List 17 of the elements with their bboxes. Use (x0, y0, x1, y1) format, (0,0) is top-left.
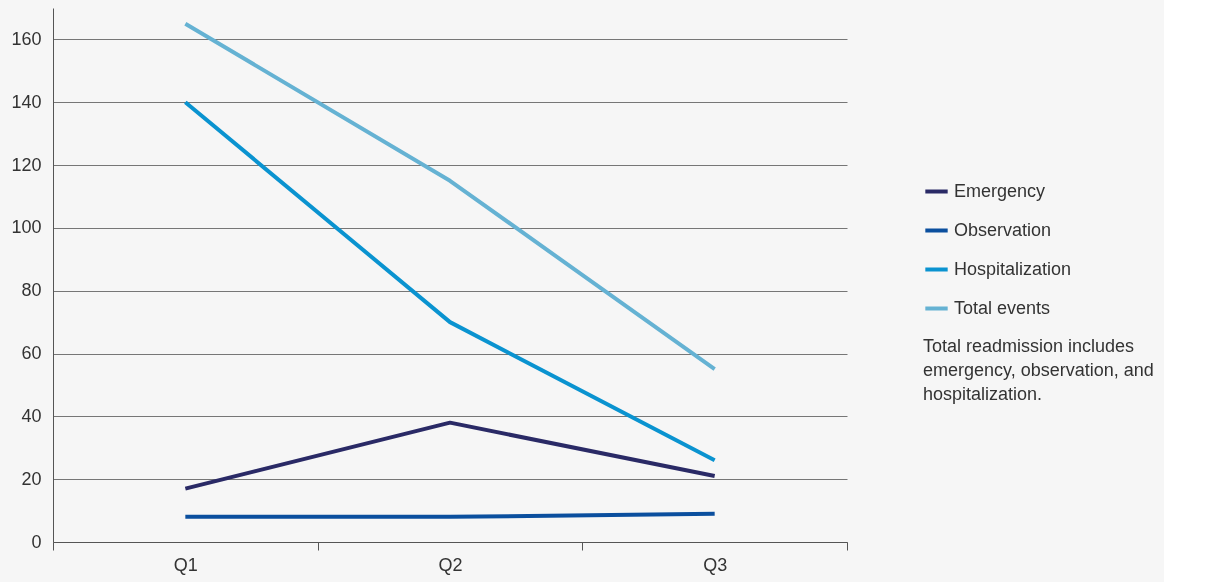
legend-label: Total events (954, 297, 1051, 318)
y-tick-label: 100 (11, 217, 42, 238)
legend-label: Emergency (954, 180, 1046, 201)
y-tick-label: 120 (11, 154, 42, 175)
y-tick-label: 80 (21, 280, 42, 301)
legend-label: Observation (954, 219, 1052, 240)
y-tick-label: 0 (31, 531, 42, 552)
x-tick-label: Q3 (703, 554, 728, 575)
x-tick-label: Q1 (173, 554, 198, 575)
y-tick-label: 140 (11, 91, 42, 112)
text: Total readmission includes emergency, observation, and hospitalization. (923, 336, 1154, 404)
y-tick-label: 20 (21, 468, 42, 489)
y-tick-label: 60 (21, 343, 42, 364)
y-tick-label: 40 (21, 405, 42, 426)
y-tick-label: 160 (11, 28, 42, 49)
legend-label: Hospitalization (954, 258, 1072, 279)
x-tick-label: Q2 (438, 554, 463, 575)
